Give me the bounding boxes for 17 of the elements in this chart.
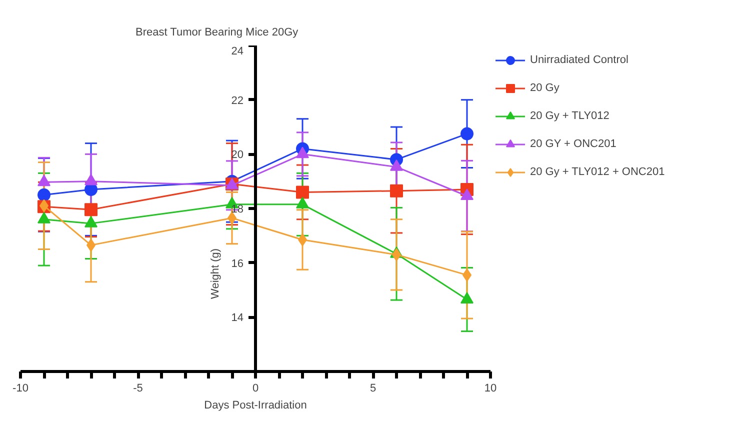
y-tick-label: 14 bbox=[231, 312, 244, 324]
y-tick-label: 16 bbox=[231, 258, 244, 270]
x-tick-label: -10 bbox=[12, 382, 28, 394]
legend-label: 20 GY + ONC201 bbox=[530, 138, 616, 150]
y-axis-title: Weight (g) bbox=[210, 248, 222, 299]
x-tick-label: 0 bbox=[252, 382, 259, 394]
x-axis-title: Days Post-Irradiation bbox=[204, 400, 307, 412]
chart-title: Breast Tumor Bearing Mice 20Gy bbox=[136, 26, 299, 38]
x-tick-label: 10 bbox=[484, 382, 497, 394]
legend-label: 20 Gy + TLY012 + ONC201 bbox=[530, 166, 665, 178]
y-tick-label: 24 bbox=[231, 46, 244, 58]
x-tick-label: -5 bbox=[133, 382, 143, 394]
legend-label: 20 Gy + TLY012 bbox=[530, 110, 610, 122]
y-tick-label: 22 bbox=[231, 94, 244, 107]
x-tick-label: 5 bbox=[370, 382, 376, 394]
legend-label: Unirradiated Control bbox=[530, 54, 628, 66]
legend-label: 20 Gy bbox=[530, 82, 560, 94]
